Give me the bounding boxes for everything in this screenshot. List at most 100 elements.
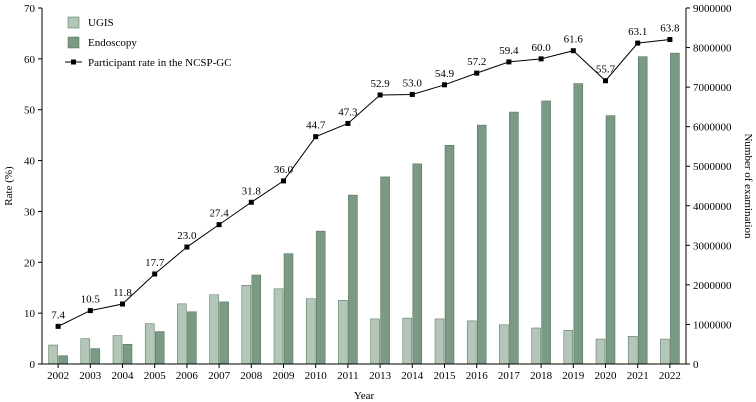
ugis-bar: [466, 320, 477, 365]
x-tick-label: 2010: [305, 370, 328, 382]
legend-label: Endoscopy: [88, 37, 137, 49]
x-tick-label: 2021: [627, 370, 649, 382]
endoscopy-bar: [90, 348, 101, 365]
participant-rate-label: 31.8: [242, 185, 262, 197]
participant-rate-point: [87, 308, 93, 314]
participant-rate-point: [216, 222, 222, 228]
ugis-bar: [112, 335, 123, 365]
right-y-tick-label: 5000000: [693, 161, 732, 173]
endoscopy-bar-series: [58, 52, 680, 365]
participant-rate-point: [570, 48, 576, 54]
participant-rate-point: [55, 323, 61, 329]
endoscopy-bar: [315, 230, 326, 365]
endoscopy-bar: [509, 111, 519, 365]
ugis-bar-series: [48, 285, 670, 365]
participant-rate-label: 55.7: [596, 64, 616, 76]
ugis-bar: [177, 303, 187, 365]
participant-rate-label: 11.8: [113, 287, 132, 299]
x-tick-label: 2006: [176, 370, 199, 382]
x-tick-label: 2002: [47, 370, 69, 382]
right-y-tick-label: 2000000: [693, 280, 732, 292]
right-y-tick-label: 0: [693, 359, 699, 371]
right-y-tick-label: 3000000: [693, 240, 732, 252]
participant-rate-point: [474, 70, 480, 76]
ugis-bar: [434, 318, 445, 365]
left-y-tick-label: 50: [24, 105, 36, 117]
right-y-tick-label: 6000000: [693, 122, 732, 134]
x-axis-title: Year: [354, 390, 375, 402]
participant-rate-point: [281, 178, 286, 184]
participant-rate-label: 36.0: [274, 164, 294, 176]
participant-rate-label: 61.6: [564, 34, 584, 46]
ugis-bar: [273, 288, 284, 365]
participant-rate-point: [635, 40, 641, 46]
participant-rate-point: [506, 59, 512, 65]
legend-label: Participant rate in the NCSP-GC: [88, 57, 232, 69]
ugis-bar: [80, 338, 91, 365]
x-tick-label: 2005: [144, 370, 167, 382]
endoscopy-bar: [122, 343, 133, 365]
participant-rate-point: [538, 56, 544, 62]
right-y-tick-label: 7000000: [693, 82, 732, 94]
participant-rate-label: 17.7: [145, 257, 165, 269]
endoscopy-bar: [219, 301, 229, 365]
participant-rate-label: 59.4: [499, 45, 519, 57]
endoscopy-bar: [541, 100, 551, 365]
participant-rate-point: [152, 271, 158, 277]
x-tick-label: 2004: [112, 370, 135, 382]
participant-rate-point: [184, 244, 190, 250]
ugis-bar: [209, 294, 219, 365]
endoscopy-bar: [348, 194, 358, 365]
x-tick-label: 2014: [401, 370, 424, 382]
x-tick-label: 2017: [498, 370, 521, 382]
legend-rate-marker: [71, 59, 76, 65]
endoscopy-bar: [283, 253, 294, 365]
participant-rate-point: [345, 120, 351, 126]
endoscopy-bar: [670, 52, 680, 365]
legend-endoscopy-swatch: [67, 36, 80, 49]
ugis-bar: [144, 323, 155, 365]
legend-label: UGIS: [88, 17, 114, 29]
left-y-tick-label: 70: [24, 3, 36, 15]
x-tick-label: 2022: [659, 370, 681, 382]
participant-rate-point: [603, 78, 608, 84]
participant-rate-label: 7.4: [51, 309, 65, 321]
endoscopy-bar: [573, 83, 584, 365]
ugis-bar: [305, 298, 316, 365]
ugis-bar: [595, 338, 606, 365]
ugis-bar: [660, 338, 670, 365]
endoscopy-bar: [444, 145, 455, 365]
participant-rate-point: [313, 134, 319, 140]
endoscopy-bar: [251, 274, 262, 365]
right-y-tick-label: 4000000: [693, 201, 732, 213]
legend: UGIS Endoscopy Participant rate in the NCS…: [65, 16, 232, 69]
endoscopy-bar: [637, 56, 648, 365]
ugis-bar: [241, 285, 252, 365]
ugis-bar: [563, 330, 574, 365]
endoscopy-bar: [58, 355, 68, 365]
participant-rate-label: 10.5: [81, 294, 101, 306]
participant-rate-point: [409, 91, 415, 97]
left-y-tick-label: 10: [24, 308, 36, 320]
participant-rate-label: 63.1: [628, 26, 647, 38]
x-tick-label: 2018: [530, 370, 553, 382]
participant-rate-point: [667, 37, 673, 43]
right-y-tick-label: 8000000: [693, 43, 732, 55]
participant-rate-point: [377, 92, 383, 98]
participant-rate-label: 54.9: [435, 68, 455, 80]
ugis-bar: [627, 336, 638, 365]
x-tick-label: 2020: [595, 370, 618, 382]
x-tick-label: 2016: [466, 370, 489, 382]
participant-rate-label: 47.3: [338, 106, 358, 118]
participant-rate-line: [57, 39, 670, 327]
participant-rate-label: 23.0: [177, 230, 197, 242]
endoscopy-bar: [605, 115, 616, 365]
endoscopy-bar: [476, 124, 487, 365]
participant-rate-label: 57.2: [467, 56, 486, 68]
x-tick-label: 2003: [79, 370, 102, 382]
right-y-tick-label: 9000000: [693, 3, 732, 15]
ugis-bar: [531, 327, 541, 365]
participant-rate-label: 53.0: [403, 77, 423, 89]
endoscopy-bar: [187, 311, 197, 365]
